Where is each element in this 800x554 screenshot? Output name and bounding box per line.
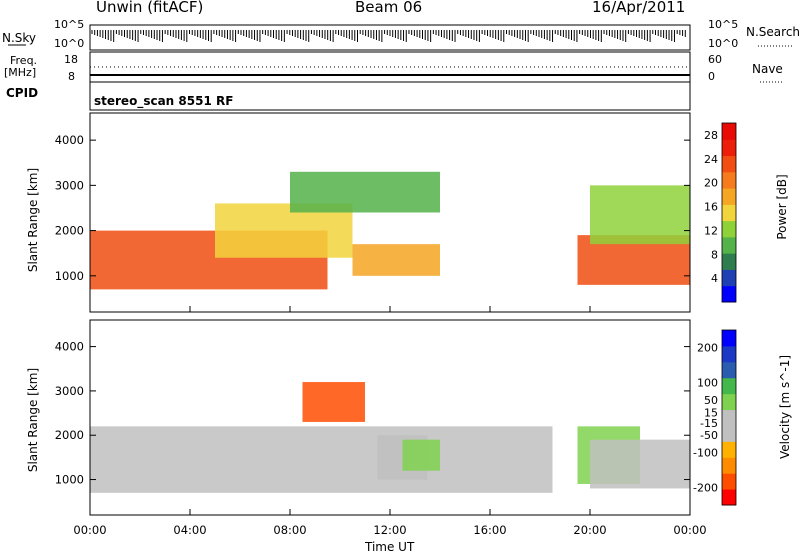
station-title: Unwin (fitACF) xyxy=(96,0,204,16)
nsearch-label: N.Search xyxy=(746,25,800,39)
y-tick-label: 1000 xyxy=(55,269,84,283)
velocity-colorbar-tick: -100 xyxy=(693,447,718,460)
power-colorbar-frame xyxy=(721,122,737,303)
nave-tick-low: 0 xyxy=(708,70,715,83)
power-colorbar-swatch xyxy=(722,123,736,140)
y-tick-label: 3000 xyxy=(55,384,84,398)
y-tick-label: 2000 xyxy=(55,224,84,238)
velocity-colorbar-swatch xyxy=(722,361,736,379)
nave-label: Nave xyxy=(752,62,783,76)
velocity-colorbar-swatch xyxy=(722,409,736,426)
power-colorbar-swatch xyxy=(722,253,736,270)
velocity-colorbar-tick: 15 xyxy=(704,406,718,419)
cpid-label: CPID xyxy=(6,86,39,100)
power-colorbar-swatch xyxy=(722,269,736,287)
velocity-colorbar-swatch xyxy=(722,489,736,506)
velocity-colorbar-tick: -15 xyxy=(700,417,718,430)
time-axis: 00:00 04:00 08:00 12:00 16:00 20:00 00:00 xyxy=(73,306,707,537)
velocity-panel: 1000 2000 3000 4000 xyxy=(55,319,691,516)
velocity-colorbar-swatch xyxy=(722,330,736,347)
top-panel-frame-0 xyxy=(89,24,691,51)
nave-tick-high: 60 xyxy=(708,53,722,66)
x-tick-label: 16:00 xyxy=(473,523,506,537)
nsky-tick-low: 10^0 xyxy=(54,37,85,50)
velocity-scatter-region xyxy=(590,439,690,489)
velocity-colorbar-swatch xyxy=(722,393,736,411)
y-tick-label: 2000 xyxy=(55,428,84,442)
y-tick-label: 4000 xyxy=(55,340,84,354)
power-colorbar-swatch xyxy=(722,155,736,173)
top-panel-frame-2 xyxy=(89,81,691,111)
cpid-value: stereo_scan 8551 RF xyxy=(94,94,234,108)
nsearch-tick-high: 10^5 xyxy=(708,18,739,31)
power-colorbar-tick: 28 xyxy=(704,129,718,142)
power-scatter-region xyxy=(352,244,440,276)
beam-title: Beam 06 xyxy=(355,0,423,16)
velocity-colorbar-swatch xyxy=(722,425,736,442)
x-tick-label: 00:00 xyxy=(73,523,106,537)
power-colorbar-tick: 12 xyxy=(704,224,718,237)
power-scatter-region xyxy=(290,171,440,213)
y-tick-label: 1000 xyxy=(55,473,84,487)
velocity-colorbar-swatch xyxy=(722,441,736,458)
nsearch-tick-low: 10^0 xyxy=(708,37,739,50)
power-colorbar-swatch xyxy=(722,188,736,205)
velocity-scatter-region xyxy=(402,439,440,471)
freq-tick-low: 8 xyxy=(68,70,75,83)
date-title: 16/Apr/2011 xyxy=(592,0,686,16)
power-colorbar-tick: 4 xyxy=(711,272,718,285)
power-colorbar-swatch xyxy=(722,285,736,303)
power-colorbar-swatch xyxy=(722,236,736,254)
y-tick-label: 3000 xyxy=(55,178,84,192)
power-panel: 1000 2000 3000 4000 xyxy=(55,112,691,313)
power-colorbar-tick: 16 xyxy=(704,201,718,214)
x-tick-label: 00:00 xyxy=(673,523,706,537)
power-colorbar-tick: 8 xyxy=(711,248,718,261)
xlabel: Time UT xyxy=(365,540,415,554)
velocity-colorbar-swatch xyxy=(722,345,736,363)
nsky-tick-high: 10^5 xyxy=(54,18,85,31)
velocity-colorbar-swatch xyxy=(722,377,736,395)
freq-label: Freq. xyxy=(10,54,38,67)
velocity-colorbar-tick: 200 xyxy=(697,342,718,355)
power-colorbar-swatch xyxy=(722,220,736,238)
velocity-colorbar-swatch xyxy=(722,457,736,474)
velocity-colorbar-tick: -50 xyxy=(700,429,718,442)
velocity-colorbar-frame xyxy=(721,329,737,506)
power-colorbar-swatch xyxy=(722,171,736,189)
velocity-colorbar-tick: 50 xyxy=(704,394,718,407)
power-colorbar: 4 8 12 16 20 24 28 xyxy=(704,122,737,303)
power-colorbar-tick: 20 xyxy=(704,177,718,190)
x-tick-label: 04:00 xyxy=(173,523,206,537)
x-tick-label: 08:00 xyxy=(273,523,306,537)
x-tick-label: 20:00 xyxy=(573,523,606,537)
power-scatter-region xyxy=(590,185,690,245)
power-colorbar-swatch xyxy=(722,139,736,157)
velocity-colorbar-tick: -200 xyxy=(693,482,718,495)
freq-unit: [MHz] xyxy=(4,66,37,79)
power-colorbar-swatch xyxy=(722,204,736,222)
nsky-label: N.Sky xyxy=(2,31,37,45)
freq-tick-high: 18 xyxy=(64,53,78,66)
power-colorbar-tick: 24 xyxy=(704,153,718,166)
x-tick-label: 12:00 xyxy=(373,523,406,537)
velocity-colorbar-tick: 100 xyxy=(697,377,718,390)
velocity-colorbar-swatch xyxy=(722,473,736,490)
y-tick-label: 4000 xyxy=(55,133,84,147)
velocity-scatter-region xyxy=(90,426,553,493)
velocity-scatter-region xyxy=(302,382,365,422)
